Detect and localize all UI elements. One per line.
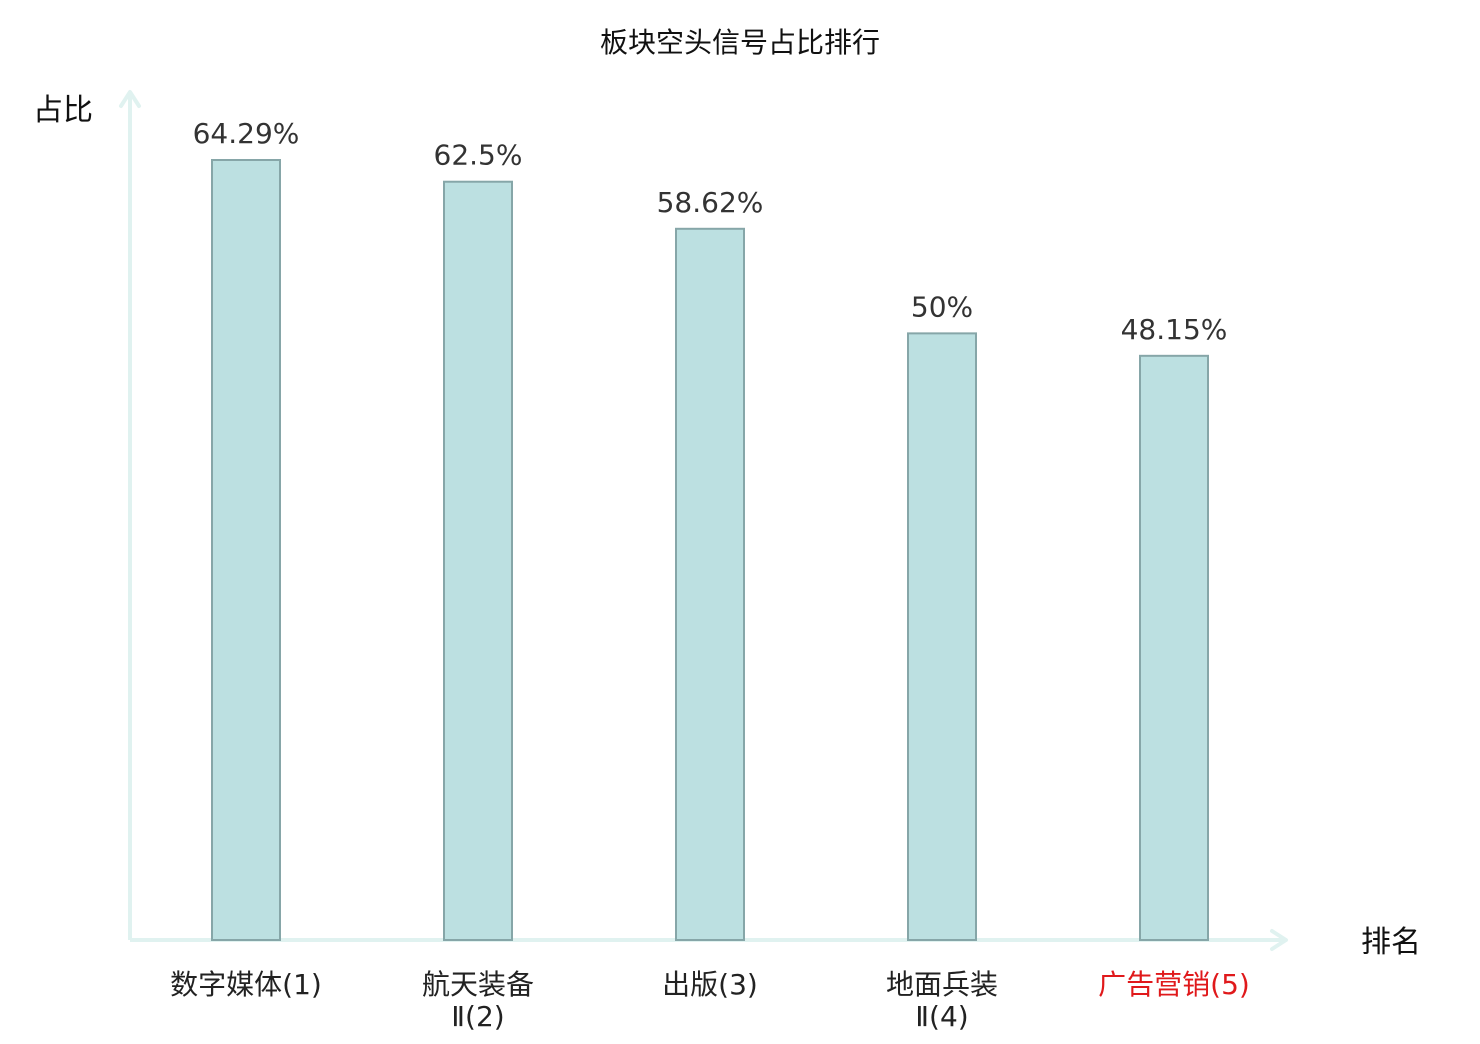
chart-title: 板块空头信号占比排行 — [600, 26, 880, 59]
y-axis-arrow-icon — [119, 90, 141, 108]
x-tick-label-line: 广告营销(5) — [1098, 968, 1250, 1001]
x-tick-rank: (3) — [718, 968, 758, 1001]
x-tick-name: 出版 — [662, 968, 718, 1001]
x-tick-labels: 数字媒体(1) 航天装备 Ⅱ(2)出版(3) 地面兵装 Ⅱ(4)广告营销(5) — [170, 968, 1250, 1033]
x-tick-label: 出版(3) — [662, 968, 758, 1001]
x-tick-name: Ⅱ — [451, 1000, 465, 1033]
x-tick-rank: (1) — [282, 968, 322, 1001]
x-tick-rank: (2) — [465, 1000, 505, 1033]
x-tick-label-line: 数字媒体(1) — [170, 968, 322, 1001]
bar — [675, 227, 745, 941]
x-tick-label: 地面兵装 Ⅱ(4) — [886, 968, 998, 1033]
bar-value-label: 58.62% — [657, 186, 764, 219]
x-tick-label: 航天装备 Ⅱ(2) — [422, 968, 534, 1033]
x-tick-name: 航天装备 — [422, 968, 534, 1001]
x-tick-label-line: 地面兵装 — [886, 968, 998, 1001]
bar — [907, 332, 977, 941]
x-tick-label: 广告营销(5) — [1098, 968, 1250, 1001]
x-tick-name: 广告营销 — [1098, 968, 1210, 1001]
bar — [443, 180, 513, 941]
x-tick-label-line: 航天装备 — [422, 968, 534, 1001]
x-tick-rank: (5) — [1210, 968, 1250, 1001]
x-tick-name: 数字媒体 — [170, 968, 282, 1001]
bar — [211, 159, 281, 941]
bar-value-label: 62.5% — [434, 139, 523, 172]
bar-value-label: 64.29% — [193, 117, 300, 150]
x-tick-label-line: Ⅱ(4) — [915, 1000, 968, 1033]
x-tick-label-line: 出版(3) — [662, 968, 758, 1001]
bar — [1139, 354, 1209, 941]
y-axis-label: 占比 — [33, 93, 93, 128]
x-axis-label: 排名 — [1361, 925, 1421, 960]
x-tick-name: Ⅱ — [915, 1000, 929, 1033]
x-axis-arrow-icon — [1270, 929, 1288, 951]
data-labels: 64.29% 62.5% 58.62% 50% 48.15% — [193, 117, 1228, 346]
x-tick-rank: (4) — [929, 1000, 969, 1033]
bar-value-label: 48.15% — [1121, 313, 1228, 346]
x-tick-name: 地面兵装 — [886, 968, 998, 1001]
bar-value-label: 50% — [911, 290, 973, 323]
bar-series — [211, 159, 1209, 941]
x-tick-label-line: Ⅱ(2) — [451, 1000, 504, 1033]
x-tick-label: 数字媒体(1) — [170, 968, 322, 1001]
